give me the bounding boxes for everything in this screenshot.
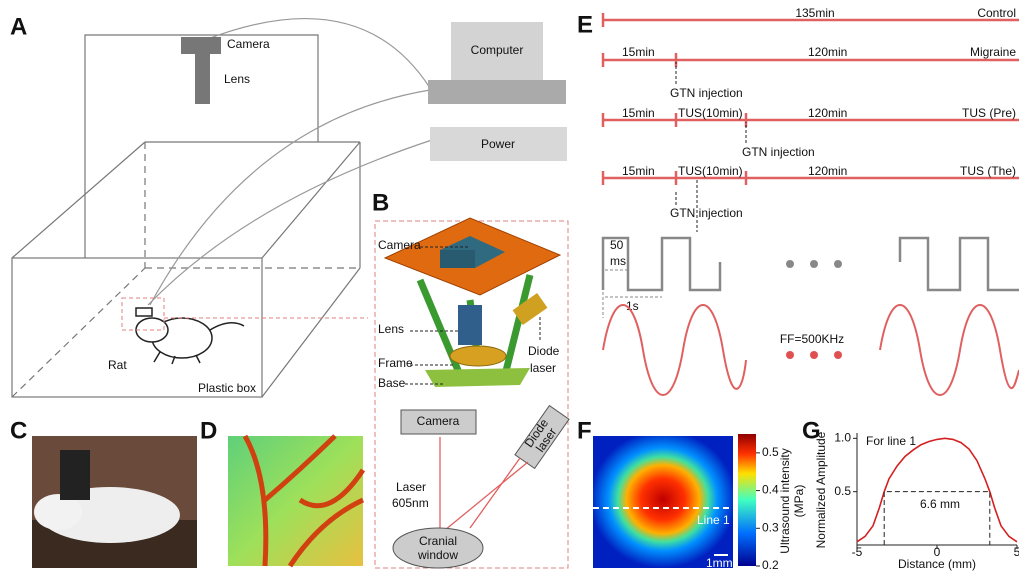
injection-label: GTN injection bbox=[670, 86, 743, 100]
annotation: 6.6 mm bbox=[920, 497, 960, 511]
label: 50 bbox=[610, 238, 624, 252]
segment-label: TUS(10min) bbox=[678, 164, 743, 178]
colorbar-tick-label: 0.3 bbox=[762, 520, 779, 534]
panel-label: E bbox=[577, 11, 593, 38]
y-tick-label: 1.0 bbox=[834, 431, 851, 445]
label: FF=500KHz bbox=[780, 332, 844, 346]
ellipsis-dots bbox=[786, 351, 842, 359]
label: Base bbox=[378, 376, 406, 390]
rat-photo bbox=[32, 436, 197, 568]
segment-label: 15min bbox=[622, 106, 655, 120]
laser-box: Diode laser bbox=[513, 404, 569, 468]
colorbar-tick-label: 0.5 bbox=[762, 445, 779, 459]
label: 1mm bbox=[706, 556, 733, 570]
blood-flow-image bbox=[228, 436, 363, 566]
segment-label: 15min bbox=[622, 45, 655, 59]
carrier-wave bbox=[880, 305, 1019, 395]
label: Computer bbox=[471, 43, 524, 57]
colorbar bbox=[738, 434, 756, 566]
computer-base bbox=[428, 80, 566, 104]
rat-drawing bbox=[136, 308, 244, 364]
colorbar-tick-label: 0.2 bbox=[762, 558, 779, 572]
camera-icon bbox=[181, 37, 221, 54]
colorbar-label: Ultrasound intensity bbox=[778, 448, 792, 553]
segment-label: 135min bbox=[795, 6, 834, 20]
segment-label: 120min bbox=[808, 45, 847, 59]
label: window bbox=[417, 548, 458, 562]
profile-curve bbox=[857, 438, 1017, 541]
injection-label: GTN injection bbox=[670, 206, 743, 220]
group-name: Migraine bbox=[970, 45, 1016, 59]
label: Line 1 bbox=[697, 513, 730, 527]
intensity-map bbox=[593, 436, 733, 568]
x-tick-label: -5 bbox=[852, 545, 863, 559]
injection-label: GTN injection bbox=[742, 145, 815, 159]
axes bbox=[857, 433, 1017, 545]
y-axis-label: Normalized Amplitude bbox=[814, 431, 828, 548]
label: Lens bbox=[224, 72, 250, 86]
figure: A B C D E F G Camera Lens Computer Power… bbox=[0, 0, 1019, 572]
panel-label: F bbox=[577, 417, 592, 444]
segment-label: 120min bbox=[808, 164, 847, 178]
x-tick-label: 5 bbox=[1014, 545, 1019, 559]
label: Diode bbox=[528, 344, 560, 358]
annotation: For line 1 bbox=[866, 434, 916, 448]
label: 605nm bbox=[392, 496, 429, 510]
carrier-wave bbox=[603, 305, 746, 395]
label: Camera bbox=[417, 414, 460, 428]
light-paths bbox=[440, 437, 528, 530]
x-axis-label: Distance (mm) bbox=[898, 557, 976, 571]
setup-drawing bbox=[12, 19, 432, 397]
label: Camera bbox=[378, 238, 421, 252]
panel-label: D bbox=[200, 417, 217, 444]
label: ms bbox=[610, 254, 626, 268]
label: Rat bbox=[108, 358, 127, 372]
label: Camera bbox=[227, 37, 270, 51]
segment-label: 15min bbox=[622, 164, 655, 178]
panel-label: A bbox=[10, 13, 27, 40]
segment-label: TUS(10min) bbox=[678, 106, 743, 120]
group-name: TUS (The) bbox=[960, 164, 1016, 178]
label: laser bbox=[530, 361, 556, 375]
lens-icon bbox=[195, 54, 210, 104]
label: Laser bbox=[396, 480, 426, 494]
colorbar-label: (MPa) bbox=[792, 485, 806, 518]
y-tick-label: 0.5 bbox=[834, 484, 851, 498]
group-name: Control bbox=[977, 6, 1016, 20]
group-name: TUS (Pre) bbox=[962, 106, 1016, 120]
panel-label: B bbox=[372, 189, 389, 216]
label: Power bbox=[481, 137, 515, 151]
panel-label: C bbox=[10, 417, 27, 444]
colorbar-tick-label: 0.4 bbox=[762, 483, 779, 497]
segment-label: 120min bbox=[808, 106, 847, 120]
label: Lens bbox=[378, 322, 404, 336]
label: Plastic box bbox=[198, 381, 256, 395]
ellipsis-dots bbox=[786, 260, 842, 268]
x-tick-label: 0 bbox=[934, 545, 941, 559]
label: Cranial bbox=[419, 534, 457, 548]
label: Frame bbox=[378, 356, 413, 370]
page: {"panel_labels":["A","B","C","D","E","F"… bbox=[0, 0, 1019, 577]
